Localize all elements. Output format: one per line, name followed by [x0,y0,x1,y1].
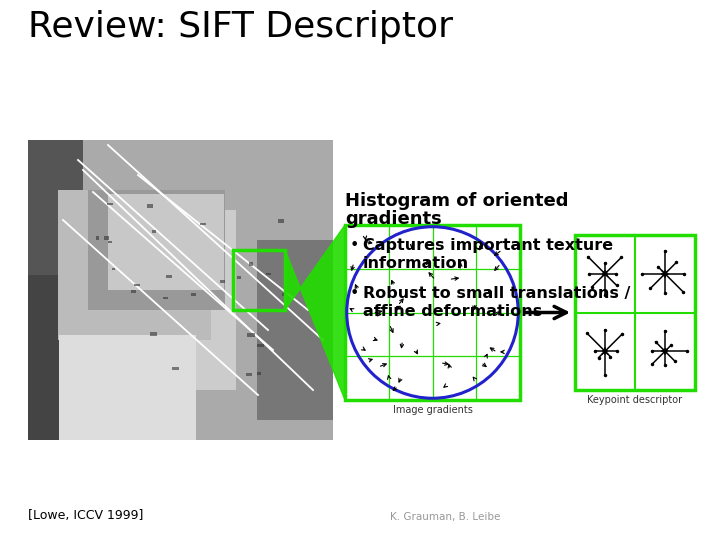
Bar [575,235,695,390]
Bar [266,273,271,275]
Bar [58,335,196,440]
Bar [248,333,255,338]
Text: [Lowe, ICCV 1999]: [Lowe, ICCV 1999] [28,509,143,522]
Bar [104,236,109,240]
Bar [220,280,225,283]
Bar [152,230,156,233]
Text: •: • [350,238,359,253]
Bar [147,204,153,207]
Bar [163,296,168,299]
Bar [257,345,264,347]
Bar [28,140,83,275]
Bar [345,225,520,400]
Bar [28,140,333,440]
Bar [134,284,140,286]
Bar [238,276,241,279]
Bar [112,268,115,271]
Bar [68,210,235,390]
Text: Review: SIFT Descriptor: Review: SIFT Descriptor [28,10,453,44]
Polygon shape [285,225,345,400]
Text: Image gradients: Image gradients [392,405,472,415]
Bar [150,332,158,335]
Bar [233,250,285,310]
Text: affine deformations: affine deformations [363,304,542,319]
Text: Robust to small translations /: Robust to small translations / [363,286,631,301]
Bar [191,293,196,296]
Bar [282,293,286,296]
Text: information: information [363,256,469,271]
Bar [96,237,99,240]
Bar [200,222,207,225]
Text: •: • [350,286,359,301]
Bar [257,240,333,420]
Bar [108,241,112,243]
Bar [246,373,252,376]
Text: Histogram of oriented: Histogram of oriented [345,192,569,210]
Bar [171,367,179,370]
Text: Captures important texture: Captures important texture [363,238,613,253]
Bar [257,372,261,375]
Bar [131,289,136,293]
Text: gradients: gradients [345,210,442,228]
Bar [107,202,112,205]
Bar [58,190,210,340]
Text: K. Grauman, B. Leibe: K. Grauman, B. Leibe [390,512,500,522]
Bar [28,275,65,440]
Bar [166,275,171,278]
Text: Keypoint descriptor: Keypoint descriptor [588,395,683,405]
Bar [278,219,284,223]
Bar [108,194,224,290]
Bar [248,262,253,266]
Bar [88,190,225,310]
